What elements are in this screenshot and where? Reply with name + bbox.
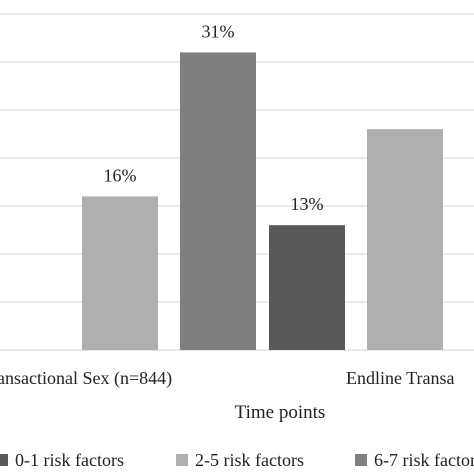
- bar: [82, 196, 158, 350]
- legend-item: 2-5 risk factors: [176, 450, 304, 470]
- legend-label: 2-5 risk factors: [195, 450, 304, 470]
- bar: [269, 225, 345, 350]
- legend-item: 6-7 risk factors: [355, 450, 474, 470]
- legend-label: 0-1 risk factors: [15, 450, 124, 470]
- legend-swatch: [176, 454, 188, 466]
- legend-label: 6-7 risk factors: [374, 450, 474, 470]
- data-label: 16%: [104, 165, 137, 185]
- category-label: ansactional Sex (n=844): [0, 368, 172, 389]
- x-axis-title: Time points: [235, 402, 326, 423]
- bar: [367, 129, 443, 350]
- category-label: Endline Transa: [346, 368, 455, 388]
- legend-swatch: [355, 454, 367, 466]
- data-label: 13%: [291, 194, 324, 214]
- legend-item: 0-1 risk factors: [0, 450, 124, 470]
- legend-swatch: [0, 454, 8, 466]
- data-labels: 16% 31% 13%: [104, 21, 324, 214]
- bar: [180, 52, 256, 351]
- category-labels: ansactional Sex (n=844) Endline Transa: [0, 368, 455, 389]
- data-label: 31%: [202, 21, 235, 41]
- bars: [82, 52, 443, 351]
- legend: 0-1 risk factors 2-5 risk factors 6-7 risk…: [0, 450, 474, 470]
